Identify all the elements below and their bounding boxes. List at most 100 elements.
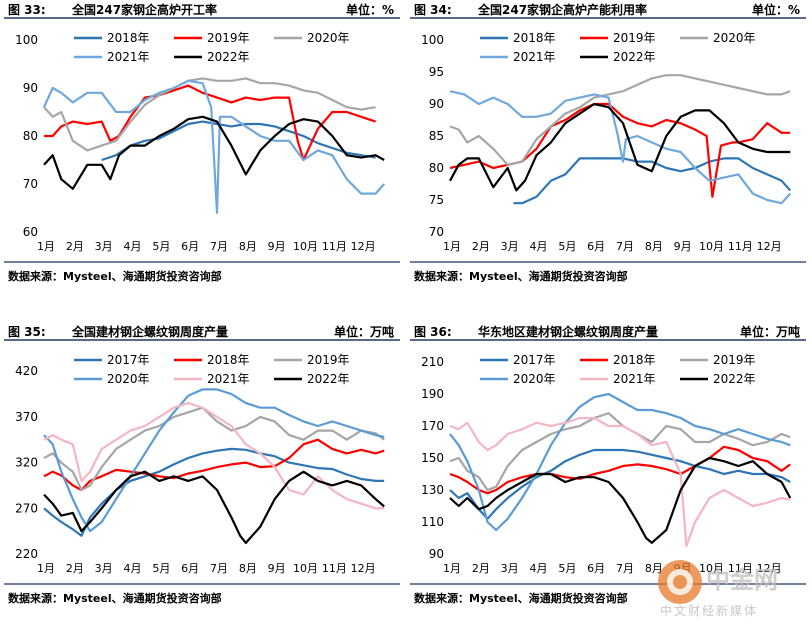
x-tick-label: 1月 [37, 240, 55, 253]
y-tick-label: 90 [429, 97, 444, 111]
x-tick-label: 9月 [268, 240, 286, 253]
chart-title: 全国建材钢企螺纹钢周度产量 [71, 324, 228, 339]
x-tick-label: 7月 [210, 562, 228, 575]
y-tick-label: 420 [15, 364, 38, 378]
series-line-2018 [43, 438, 385, 492]
y-tick-label: 75 [429, 193, 444, 207]
x-tick-label: 1月 [443, 562, 461, 575]
legend-label: 2020年 [713, 31, 756, 45]
x-tick-label: 3月 [501, 240, 519, 253]
x-tick-label: 6月 [181, 240, 199, 253]
x-tick-label: 12月 [351, 562, 376, 575]
series-line-2022 [43, 115, 385, 190]
x-tick-label: 9月 [674, 240, 692, 253]
watermark-sub: 中文财经新媒体 [660, 604, 759, 618]
x-tick-label: 6月 [587, 562, 605, 575]
x-tick-label: 11月 [322, 240, 347, 253]
series-line-2019 [449, 412, 791, 492]
series-line-2021 [43, 402, 385, 510]
x-tick-label: 6月 [587, 240, 605, 253]
legend-label: 2019年 [207, 31, 250, 45]
legend-label: 2022年 [613, 50, 656, 64]
chart-svg-34: 图 34: 全国247家钢企高炉产能利用率 单位：% 数据来源：Mysteel、海通期… [410, 2, 806, 283]
x-tick-label: 8月 [645, 562, 663, 575]
legend-label: 2021年 [207, 372, 250, 386]
watermark-logo-icon [658, 560, 702, 604]
x-tick-label: 4月 [124, 562, 142, 575]
y-tick-label: 270 [15, 501, 38, 515]
legend-label: 2020年 [107, 372, 150, 386]
figure-label: 图 33: [8, 3, 46, 17]
legend-label: 2022年 [207, 50, 250, 64]
x-tick-label: 5月 [152, 562, 170, 575]
x-tick-label: 12月 [757, 240, 782, 253]
series-line-2022 [449, 456, 792, 544]
legend-label: 2017年 [107, 353, 150, 367]
y-tick-label: 370 [15, 410, 38, 424]
source-note: 数据来源：Mysteel、海通期货投资咨询部 [414, 269, 628, 283]
legend-label: 2019年 [613, 31, 656, 45]
series-line-2020 [449, 74, 791, 166]
chart-svg-36: 图 36: 华东地区建材钢企螺纹钢周度产量 单位：万吨数据来源：Mysteel、海通… [410, 324, 806, 605]
series-line-2020 [449, 392, 791, 532]
x-tick-label: 11月 [728, 562, 753, 575]
legend-label: 2020年 [513, 372, 556, 386]
x-tick-label: 12月 [757, 562, 782, 575]
chart-panel-35: 图 35: 全国建材钢企螺纹钢周度产量 单位：万吨 数据来源：Mysteel、海通期货… [4, 322, 400, 622]
x-tick-label: 10月 [293, 240, 318, 253]
unit-label: 单位：% [346, 2, 394, 17]
x-tick-label: 11月 [728, 240, 753, 253]
y-tick-label: 150 [421, 451, 444, 465]
legend-label: 2022年 [713, 372, 756, 386]
x-tick-label: 3月 [95, 562, 113, 575]
series-line-2021 [449, 416, 791, 548]
x-tick-label: 7月 [616, 562, 634, 575]
series-line-2021 [449, 90, 792, 205]
series-line-2018 [513, 157, 792, 205]
series-line-2018 [101, 120, 376, 162]
x-tick-label: 2月 [472, 562, 490, 575]
chart-title: 全国247家钢企高炉产能利用率 [477, 2, 647, 17]
x-tick-label: 7月 [210, 240, 228, 253]
legend-label: 2018年 [207, 353, 250, 367]
x-tick-label: 11月 [322, 562, 347, 575]
y-tick-label: 100 [15, 33, 38, 47]
y-tick-label: 320 [15, 456, 38, 470]
legend-label: 2018年 [107, 31, 150, 45]
legend-label: 2021年 [613, 372, 656, 386]
y-tick-label: 95 [429, 65, 444, 79]
y-tick-label: 70 [23, 177, 38, 191]
legend-label: 2018年 [613, 353, 656, 367]
figure-label: 图 34: [414, 3, 452, 17]
source-note: 数据来源：Mysteel、海通期货投资咨询部 [8, 591, 222, 605]
series-line-2017 [449, 448, 791, 520]
x-tick-label: 1月 [443, 240, 461, 253]
legend-label: 2021年 [513, 50, 556, 64]
x-tick-label: 8月 [239, 240, 257, 253]
x-tick-label: 10月 [699, 562, 724, 575]
x-tick-label: 4月 [124, 240, 142, 253]
x-tick-label: 8月 [239, 562, 257, 575]
chart-svg-35: 图 35: 全国建材钢企螺纹钢周度产量 单位：万吨数据来源：Mysteel、海通期货… [4, 324, 400, 605]
y-tick-label: 190 [421, 387, 444, 401]
x-tick-label: 3月 [95, 240, 113, 253]
x-tick-label: 2月 [472, 240, 490, 253]
source-note: 数据来源：Mysteel、海通期货投资咨询部 [8, 269, 222, 283]
legend-label: 2019年 [307, 353, 350, 367]
y-tick-label: 220 [15, 547, 38, 561]
x-tick-label: 1月 [37, 562, 55, 575]
y-tick-label: 85 [429, 129, 444, 143]
x-tick-label: 12月 [351, 240, 376, 253]
x-tick-label: 9月 [268, 562, 286, 575]
y-tick-label: 210 [421, 355, 444, 369]
legend-label: 2020年 [307, 31, 350, 45]
series-line-2020 [43, 388, 385, 533]
chart-panel-33: 图 33: 全国247家钢企高炉开工率 单位：% 数据来源：Mysteel、海通期货投… [4, 0, 400, 300]
figure-label: 图 36: [414, 325, 452, 339]
series-line-2019 [44, 84, 376, 162]
x-tick-label: 2月 [66, 562, 84, 575]
source-note: 数据来源：Mysteel、海通期货投资咨询部 [414, 591, 628, 605]
x-tick-label: 5月 [152, 240, 170, 253]
x-tick-label: 7月 [616, 240, 634, 253]
series-line-2021 [42, 79, 386, 214]
